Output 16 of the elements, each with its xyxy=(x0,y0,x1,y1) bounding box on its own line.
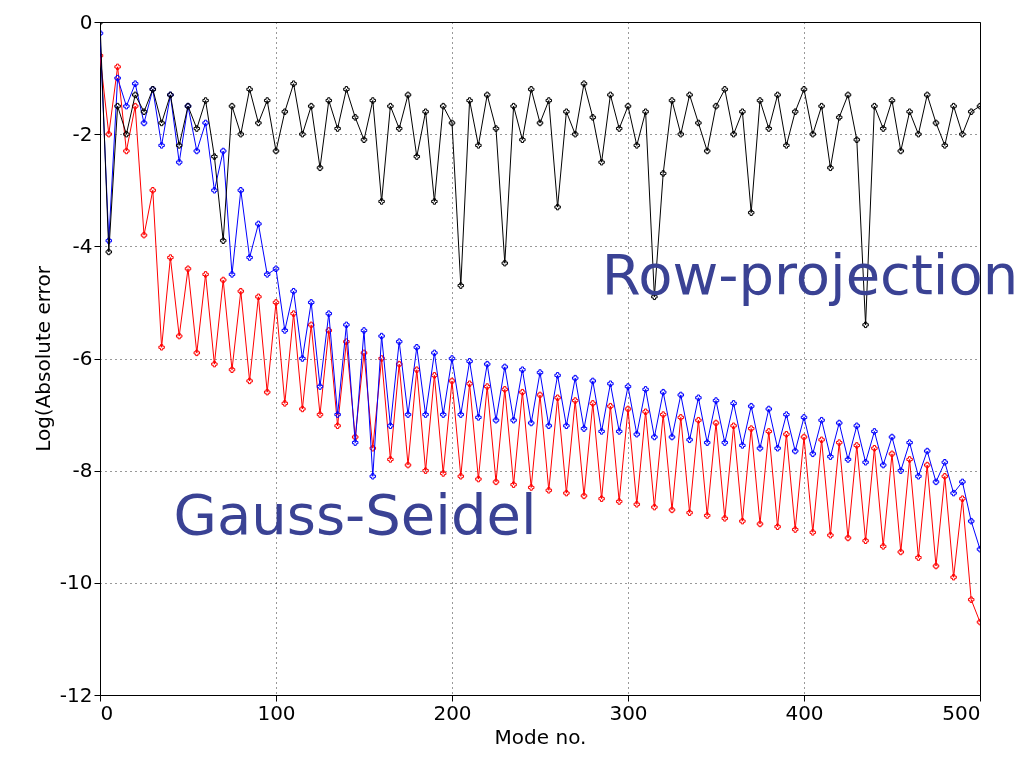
x-tick-label: 200 xyxy=(433,700,472,725)
x-tick-label: 500 xyxy=(942,700,981,725)
x-tick-label: 400 xyxy=(785,700,824,725)
y-tick-label: -4 xyxy=(72,233,93,258)
x-axis-title: Mode no. xyxy=(494,724,587,749)
x-tick-label: 0 xyxy=(100,700,114,725)
y-tick-label: -8 xyxy=(72,458,93,483)
y-tick-label: -6 xyxy=(72,346,93,370)
y-axis-title: Log(Absolute error xyxy=(30,265,55,452)
y-tick-label: 0 xyxy=(79,9,93,34)
x-tick-label: 300 xyxy=(609,700,648,725)
x-tick-label: 100 xyxy=(257,700,296,725)
y-tick-label: -2 xyxy=(72,121,93,146)
y-tick-label: -12 xyxy=(59,682,93,707)
y-tick-label: -10 xyxy=(59,570,93,595)
annotation: Gauss-Seidel xyxy=(173,482,537,547)
